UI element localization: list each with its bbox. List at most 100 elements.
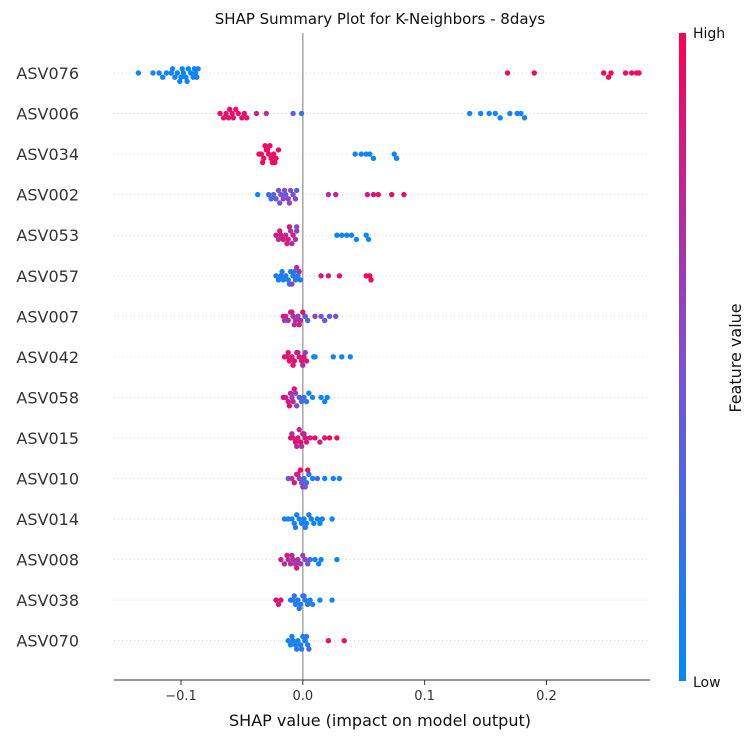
shap-point (325, 191, 332, 198)
shap-point (326, 435, 333, 441)
shap-point (292, 642, 299, 648)
shap-point (317, 439, 323, 445)
shap-point (300, 552, 306, 559)
shap-point (306, 390, 312, 396)
shap-point (358, 151, 364, 157)
shap-point (289, 240, 295, 247)
shap-point (301, 354, 307, 360)
shap-point (287, 390, 294, 396)
shap-point (322, 398, 328, 405)
shap-point (605, 74, 612, 80)
shap-point (281, 561, 288, 567)
shap-point (285, 475, 291, 482)
shap-point (297, 439, 304, 445)
shap-point (273, 273, 279, 279)
shap-point (298, 646, 305, 652)
shap-point (297, 601, 304, 608)
shap-point (285, 638, 291, 644)
shap-point (273, 597, 279, 603)
shap-point (289, 431, 295, 437)
shap-point (318, 394, 324, 401)
shap-point (389, 191, 395, 198)
shap-point (292, 196, 299, 202)
shap-point (278, 597, 284, 603)
shap-point (279, 268, 285, 275)
feature-label: ASV015 (16, 429, 79, 448)
shap-point (391, 151, 397, 157)
shap-point (303, 439, 310, 445)
shap-point (629, 70, 635, 76)
shap-point (281, 187, 288, 194)
shap-point (326, 313, 333, 319)
shap-point (223, 110, 229, 117)
shap-point (188, 70, 194, 76)
shap-point (217, 110, 223, 117)
shap-point (347, 354, 353, 360)
shap-point (296, 394, 302, 401)
shap-point (266, 151, 272, 157)
shap-point (298, 480, 305, 486)
shap-point (258, 151, 265, 157)
shap-point (306, 646, 312, 652)
shap-point (518, 110, 524, 117)
shap-point (365, 236, 372, 243)
shap-point (179, 66, 185, 72)
shap-point (290, 313, 296, 319)
shap-point (317, 520, 323, 526)
colorbar-low-label: Low (693, 675, 721, 691)
shap-point (301, 431, 307, 437)
shap-point (290, 191, 296, 198)
shap-point (305, 642, 311, 648)
shap-point (235, 110, 241, 117)
shap-point (305, 317, 311, 324)
shap-point (292, 277, 299, 283)
shap-point (302, 435, 308, 441)
shap-point (608, 70, 614, 76)
shap-point (277, 200, 283, 206)
feature-label: ASV057 (16, 267, 79, 286)
shap-point (225, 115, 232, 121)
shap-point (295, 471, 301, 477)
shap-point (291, 358, 297, 364)
shap-point (294, 443, 300, 449)
shap-point (185, 66, 191, 72)
shap-point (184, 78, 190, 85)
shap-point (239, 115, 245, 121)
feature-label: ASV034 (16, 145, 79, 164)
shap-point (295, 313, 301, 319)
shap-point (329, 597, 335, 603)
shap-point (314, 475, 321, 482)
shap-point (292, 439, 299, 445)
shap-point (309, 394, 316, 401)
shap-point (294, 512, 300, 518)
colorbar-high-label: High (693, 26, 725, 42)
shap-point (163, 70, 170, 76)
shap-point (325, 273, 332, 279)
shap-point (266, 191, 272, 198)
shap-point (296, 475, 302, 482)
shap-point (172, 74, 178, 80)
shap-point (294, 264, 300, 271)
shap-point (285, 317, 291, 324)
shap-point (363, 232, 369, 238)
shap-point (367, 273, 373, 279)
shap-point (298, 520, 305, 526)
shap-point (301, 394, 307, 401)
shap-point (273, 196, 279, 202)
shap-point (504, 70, 511, 76)
feature-label: ASV014 (16, 510, 79, 529)
shap-point (289, 475, 295, 482)
shap-point (294, 565, 300, 571)
shap-point (296, 354, 302, 360)
shap-point (298, 398, 305, 405)
shap-point (297, 317, 304, 324)
shap-point (316, 561, 322, 567)
shap-point (280, 196, 286, 202)
shap-point (296, 426, 302, 433)
shap-point (322, 475, 328, 482)
shap-point (370, 155, 377, 161)
shap-point (160, 74, 166, 80)
shap-point (334, 232, 340, 238)
shap-point (294, 228, 300, 234)
feature-label: ASV006 (16, 105, 79, 124)
